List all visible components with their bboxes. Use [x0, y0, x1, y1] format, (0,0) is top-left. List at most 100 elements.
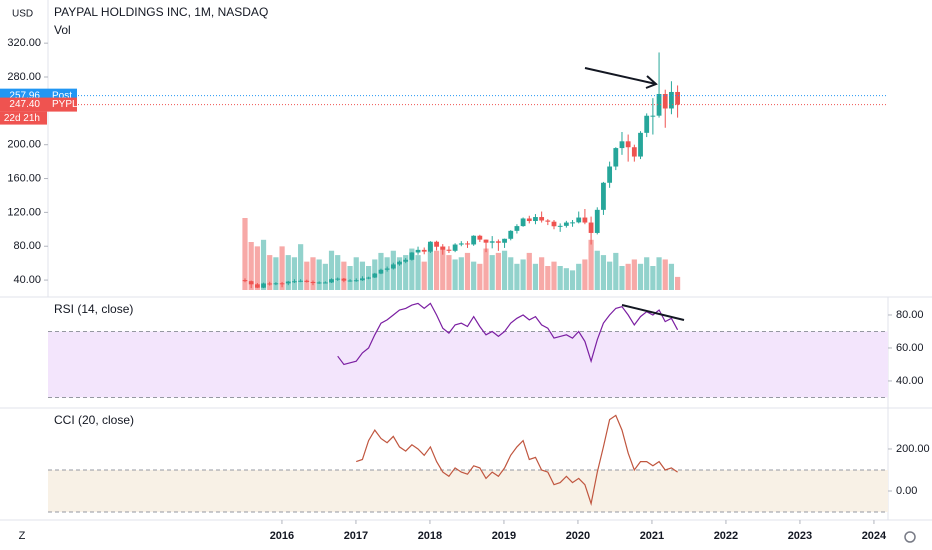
volume-bar [477, 263, 483, 290]
candle-body [644, 115, 650, 133]
candle-body [613, 148, 619, 167]
candle-body [248, 281, 254, 285]
y-tick-label: 160.00 [7, 172, 41, 184]
volume-bar [304, 261, 310, 290]
indicator-line [337, 302, 679, 366]
candle-body [656, 94, 662, 116]
x-tick-label: 2016 [270, 530, 294, 542]
candle-body [576, 217, 582, 223]
y-tick-label: 40.00 [896, 375, 924, 387]
volume-bar [576, 263, 582, 290]
candle-body [378, 269, 384, 274]
candle-body [526, 218, 532, 222]
candle-body [533, 217, 538, 222]
candle-body [261, 283, 266, 288]
timezone-button[interactable]: Z [19, 530, 26, 542]
drawn-trend-line [621, 304, 685, 321]
candle-body [397, 261, 402, 265]
volume-bar [551, 261, 557, 290]
volume-bar [532, 263, 539, 290]
volume-bar [341, 261, 347, 290]
candle-body [273, 283, 279, 285]
candle-body [465, 243, 470, 245]
y-tick-label: 60.00 [896, 342, 924, 354]
candle-body [242, 280, 248, 282]
currency[interactable]: USD [12, 9, 33, 20]
y-tick-label: 40.00 [13, 274, 41, 286]
volume-bar [254, 246, 260, 290]
indicator-title: RSI (14, close) [54, 302, 133, 316]
arrow-head [645, 75, 658, 89]
candle-body [372, 273, 378, 278]
volume-bar [458, 257, 464, 290]
candle-body [675, 91, 680, 105]
volume-bar [644, 257, 650, 290]
candle-body [428, 241, 433, 252]
countdown-box [0, 111, 47, 125]
settings-icon[interactable] [904, 531, 916, 543]
volume-bar [335, 255, 341, 290]
volume-bar [409, 248, 415, 290]
volume-bar [662, 259, 668, 290]
candle-body [285, 281, 291, 284]
countdown: 22d 21h [4, 113, 40, 124]
candle-body [471, 235, 477, 245]
volume-bar [285, 255, 291, 290]
price-tag [0, 97, 47, 112]
volume-bar [483, 248, 489, 290]
candle-body [298, 280, 304, 282]
candle-body [360, 278, 365, 281]
candle-body [366, 277, 371, 279]
candle-body [335, 278, 341, 280]
candle-body [279, 283, 285, 285]
symbol-title: PAYPAL HOLDINGS INC, 1M, NASDAQ [54, 5, 268, 19]
candle-body [638, 132, 643, 157]
candle-body [588, 222, 594, 233]
price-tag-value: 257.96 [9, 90, 40, 101]
candle-body [477, 235, 483, 240]
candle-body [316, 282, 322, 284]
volume-bar [520, 259, 526, 290]
volume-bar [421, 261, 427, 290]
candle-body [310, 281, 316, 284]
volume-label: Vol [54, 23, 71, 37]
candle-body [495, 241, 501, 243]
x-tick-label: 2018 [418, 530, 442, 542]
volume-bar [267, 255, 273, 290]
volume-bar [396, 257, 403, 290]
volume-bar [495, 252, 501, 290]
y-tick-label: 80.00 [896, 309, 924, 321]
volume-bar [242, 218, 248, 290]
volume-bar [415, 255, 421, 290]
volume-bar [563, 268, 569, 290]
price-tag-name: PYPL [52, 99, 78, 110]
volume-bar [446, 255, 452, 290]
candle-body [341, 278, 347, 281]
candle-body [415, 249, 421, 253]
volume-bar [427, 244, 433, 290]
volume-bar [248, 242, 254, 290]
candle-body [421, 249, 427, 252]
candle-body [403, 259, 409, 262]
y-tick-label: 200.00 [7, 139, 41, 151]
candle-body [322, 282, 328, 284]
candle-body [384, 268, 390, 270]
y-tick-label: 120.00 [7, 206, 41, 218]
volume-bar [650, 266, 656, 290]
candle-body [669, 91, 674, 109]
price-tag-name-box [47, 97, 77, 112]
candle-body [619, 141, 625, 149]
indicator-title: CCI (20, close) [54, 413, 134, 427]
drawn-trend-arrow [584, 67, 657, 85]
volume-bar [489, 255, 495, 290]
volume-bar [390, 250, 396, 290]
candle-body [292, 281, 297, 283]
candle-body [520, 218, 526, 227]
volume-bar [526, 252, 532, 290]
x-tick-label: 2021 [640, 530, 664, 542]
candle-body [539, 217, 545, 221]
y-tick-label: 200.00 [896, 443, 930, 455]
volume-bar [501, 250, 508, 290]
candle-body [607, 166, 613, 183]
